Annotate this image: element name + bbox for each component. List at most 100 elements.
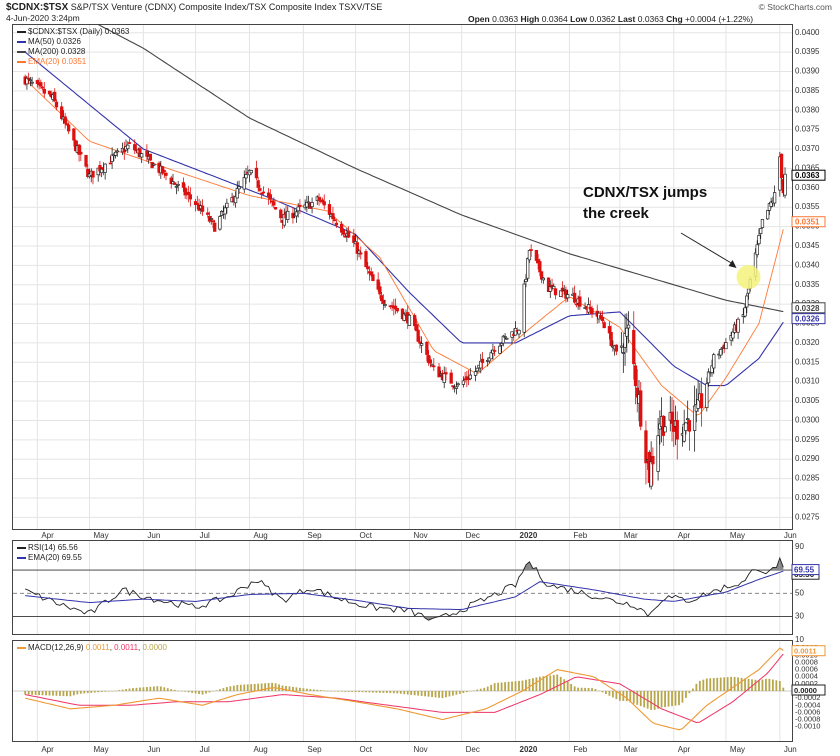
candle [346, 226, 351, 239]
price-tick-label-4: 0.0380 [795, 105, 820, 114]
price-x-tick-7: Nov [413, 531, 427, 540]
macd-histogram-bar [601, 691, 604, 693]
stockcharts-logo[interactable]: © StockCharts.com [759, 2, 832, 12]
candle-body [548, 286, 552, 292]
candle-body [160, 166, 165, 174]
candle-body [381, 299, 386, 304]
chg-value: +0.0004 (+1.22%) [685, 14, 754, 24]
candle-body [35, 80, 39, 85]
macd-histogram-bar [528, 679, 531, 691]
candle [529, 244, 533, 257]
price-x-tick-6: Oct [360, 531, 373, 540]
candle-body [77, 144, 81, 155]
macd-histogram-bar [72, 691, 75, 696]
open-value: 0.0363 [492, 14, 519, 24]
ma50-value-tag-box [791, 313, 826, 325]
macd-histogram-bar [636, 691, 639, 705]
candle-body [675, 419, 679, 440]
candle [632, 311, 636, 380]
candle-body [122, 149, 126, 153]
candle-body [498, 345, 502, 354]
high-value: 0.0364 [541, 14, 568, 24]
macd-histogram-bar [76, 691, 79, 695]
legend-item-macd: MACD(12,26,9) 0.0011, 0.0011, 0.0000 [17, 643, 167, 653]
macd-histogram-bar [152, 686, 155, 691]
macd-histogram-bar [740, 677, 743, 691]
candle-body [225, 202, 229, 208]
rsi-tick-label-4: 10 [795, 635, 804, 644]
macd-histogram-bar [782, 687, 785, 691]
price-x-tick-2: Jun [147, 531, 160, 540]
macd-histogram-bar [166, 688, 169, 691]
price-tick-label-10: 0.0350 [795, 222, 820, 231]
candle [254, 160, 259, 180]
price-chart-svg: CDNX/TSX jumps the creek [13, 25, 792, 529]
candle-body [430, 364, 434, 367]
candle-body [126, 144, 130, 150]
macd-histogram-bar [396, 691, 399, 694]
macd-histogram-bar [225, 687, 228, 691]
price-tick-label-8: 0.0360 [795, 183, 820, 192]
macd-histogram-bar [222, 688, 225, 691]
candle-body [621, 352, 625, 354]
candle-body [413, 315, 417, 327]
macd-histogram-bar [177, 690, 180, 692]
macd-histogram-bar [69, 691, 72, 697]
macd-histogram-bar [198, 691, 200, 694]
candle-body [261, 191, 266, 194]
candle-body [574, 303, 579, 306]
legend-item-ema20: EMA(20) 0.0351 [17, 57, 129, 67]
candle-body [456, 383, 460, 386]
candle-body [706, 371, 711, 384]
macd-histogram-bar [566, 681, 569, 691]
candle [357, 249, 361, 258]
candle [534, 249, 539, 264]
candle [331, 206, 335, 224]
macd-histogram-bar [716, 677, 719, 691]
macd-histogram-bar [41, 691, 44, 696]
candle-body [769, 201, 773, 207]
candle-body [766, 210, 770, 220]
macd-histogram-bar [514, 681, 517, 691]
candle [160, 166, 165, 176]
candle [633, 362, 638, 405]
candle [602, 320, 606, 329]
macd-histogram-bar [535, 677, 538, 691]
rsi-ema-swatch [17, 556, 26, 559]
macd-histogram-bar [594, 688, 597, 691]
macd-histogram-bar [212, 691, 214, 692]
candle [454, 381, 459, 395]
macd-value-tag: 0.0011 [794, 647, 817, 656]
candle-body [599, 315, 603, 319]
rsi-overbought-fill [772, 567, 777, 571]
candle-body [42, 88, 46, 94]
price-x-tick-8: Dec [466, 531, 480, 540]
candle [649, 441, 653, 490]
candle [426, 350, 431, 366]
candle [197, 198, 201, 212]
candle [599, 310, 603, 320]
macd-histogram-bar [483, 687, 486, 691]
candle-body [625, 327, 629, 337]
macd-tick-label-6: 0.0000 [795, 686, 818, 695]
macd-histogram-bar [712, 678, 715, 691]
candle-body [760, 219, 765, 228]
candle [79, 145, 83, 162]
candle-body [378, 286, 382, 295]
candle [100, 167, 104, 178]
macd-histogram-bar [319, 690, 322, 691]
candle-body [63, 116, 67, 124]
macd-histogram-bar [295, 687, 298, 691]
candle-body [632, 330, 636, 365]
candle-body [371, 274, 375, 282]
candle [449, 369, 453, 384]
candle-body [451, 385, 455, 388]
candle-body [317, 197, 321, 201]
macd-histogram-bar [66, 691, 68, 697]
candle-body [296, 206, 300, 212]
candle [152, 162, 156, 167]
timestamp: 4-Jun-2020 3:24pm [6, 13, 80, 23]
annotation-arrowhead [728, 260, 737, 268]
candle [133, 139, 137, 155]
macd-histogram-bar [455, 691, 458, 695]
